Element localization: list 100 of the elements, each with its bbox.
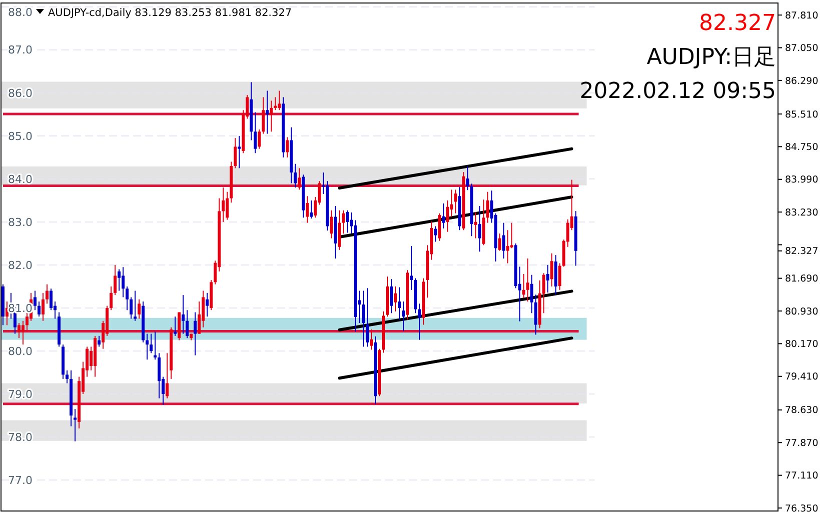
y-tick-label: 80.0 [8, 344, 32, 358]
candlestick [114, 264, 117, 296]
candlestick [50, 288, 53, 311]
y2-tick-label: 77.870 [785, 438, 818, 449]
y-tick-label: 83.0 [8, 216, 32, 229]
candlestick [534, 294, 538, 336]
candlestick [454, 189, 458, 214]
candlestick [398, 286, 402, 320]
y2-tick-label: 77.110 [785, 470, 818, 482]
candlestick [274, 96, 277, 111]
candlestick [98, 335, 101, 348]
candlestick [546, 264, 550, 293]
y2-tick-label: 83.990 [785, 174, 818, 186]
y2-tick-label: 87.050 [785, 43, 818, 54]
candlestick [342, 210, 345, 234]
candlestick [258, 128, 261, 150]
candlestick [126, 286, 129, 311]
candlestick [254, 112, 257, 154]
candlestick [558, 262, 562, 290]
y2-tick-label: 85.510 [785, 109, 818, 120]
candlestick [410, 246, 414, 290]
candlestick [478, 206, 482, 252]
y-tick-label: 78.0 [8, 430, 32, 444]
candlestick [186, 310, 189, 339]
candlestick [502, 222, 506, 260]
candlestick [510, 222, 514, 249]
y2-tick-label: 79.410 [785, 372, 818, 383]
candlestick [42, 292, 45, 322]
candlestick [346, 210, 349, 234]
y-tick-label: 84.0 [8, 172, 32, 186]
candlestick [266, 90, 269, 134]
y2-tick-label: 81.690 [785, 274, 818, 285]
candlestick [442, 202, 446, 229]
y2-tick-label: 80.170 [785, 339, 818, 350]
y2-tick-label: 80.930 [785, 306, 818, 318]
candlestick [418, 303, 422, 340]
candlestick [498, 233, 502, 252]
y2-tick-label: 86.290 [785, 76, 818, 87]
annotation: 2022.02.12 09:55 [580, 79, 776, 104]
candlestick [130, 296, 133, 320]
candlestick [370, 328, 373, 350]
candlestick [330, 210, 333, 239]
candlestick [294, 163, 297, 188]
candlestick [234, 138, 237, 169]
annotation: 82.327 [699, 11, 776, 36]
y-tick-label: 85.0 [8, 130, 32, 143]
y2-tick-label: 87.810 [785, 10, 818, 22]
candlestick [474, 212, 478, 239]
candlestick [306, 196, 309, 224]
candlestick [522, 273, 526, 299]
candlestick [394, 286, 398, 312]
candlestick [278, 90, 281, 111]
candlestick [66, 370, 69, 384]
candlestick [310, 200, 313, 219]
candlestick [446, 200, 450, 232]
candlestick [438, 212, 442, 242]
candlestick [506, 230, 510, 264]
candlestick [38, 301, 41, 318]
candlestick [238, 135, 241, 169]
candlestick [158, 352, 161, 399]
y2-tick-label: 78.630 [785, 405, 818, 416]
candlestick [530, 274, 534, 314]
y2-tick-label: 82.327 [785, 246, 818, 258]
candlestick [434, 226, 438, 242]
y2-tick-label: 76.350 [785, 503, 818, 514]
y-tick-label: 88.0 [8, 6, 32, 19]
candlestick [150, 333, 153, 354]
candlestick [298, 168, 301, 190]
candlestick [198, 301, 201, 334]
y-tick-label: 82.0 [8, 258, 32, 272]
y-tick-label: 79.0 [8, 388, 32, 401]
candlestick [46, 284, 49, 304]
candlestick [402, 301, 406, 332]
candlestick [362, 290, 365, 348]
chart-title: AUDJPY-cd,Daily 83.129 83.253 81.981 82.327 [48, 7, 292, 19]
candlestick [174, 316, 177, 336]
candlestick [390, 278, 394, 314]
candlestick [466, 166, 470, 191]
y-tick-label: 87.0 [8, 44, 32, 57]
y-tick-label: 86.0 [8, 86, 32, 100]
candlestick [366, 288, 369, 348]
y2-tick-label: 84.750 [785, 142, 818, 153]
candlestick [154, 331, 157, 360]
candlestick [194, 312, 197, 356]
candlestick [526, 258, 530, 302]
y-tick-label: 77.0 [8, 474, 32, 487]
candlestick [146, 333, 149, 360]
annotation: AUDJPY:日足 [646, 45, 776, 70]
candlestick [206, 292, 209, 318]
candlestick [110, 286, 113, 311]
candlestick [486, 191, 490, 224]
candlestick [550, 252, 554, 287]
candlestick [122, 266, 125, 298]
candlestick [270, 100, 273, 132]
candlestick [166, 352, 169, 399]
candlestick [134, 290, 137, 322]
candlestick [18, 322, 21, 339]
candlestick [226, 191, 229, 220]
candlestick [182, 294, 185, 334]
candlestick [74, 408, 77, 442]
